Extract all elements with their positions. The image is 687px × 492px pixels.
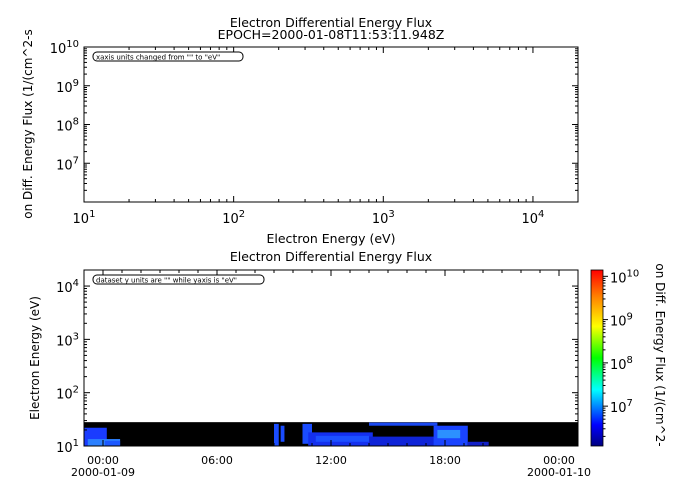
top-y-tick-label: 1010 [50,39,79,57]
colorbar-tick-label: 108 [610,355,633,373]
spectrogram-cell [369,422,438,426]
top-x-tick-label: 104 [521,209,544,227]
bottom-y-tick-label: 103 [56,331,79,349]
top-y-axis: 107 108 109 1010 [50,39,578,203]
bottom-x-tick-label: 00:00 [87,454,119,467]
colorbar-tick-label: 109 [610,312,633,330]
bottom-y-tick-label: 104 [56,278,79,296]
top-x-tick-label: 102 [222,209,245,227]
top-panel-title: Electron Differential Energy Flux [230,15,432,30]
spectrogram-cell [437,429,461,439]
top-x-axis: 101 102 103 104 [73,47,579,227]
colorbar-axis: 107 108 109 1010 [603,268,639,437]
bottom-y-tick-label: 102 [56,385,79,403]
top-annotation: xaxis units changed from "" to "eV" [92,51,244,62]
top-annotation-box [92,51,244,62]
top-x-tick-label: 103 [372,209,395,227]
spectrogram-cell [274,423,279,446]
top-annotation-text: xaxis units changed from "" to "eV" [96,54,220,62]
top-x-axis-label: Electron Energy (eV) [267,231,396,246]
bottom-x-tick-label: 06:00 [201,454,233,467]
spectrogram-cell [467,441,489,446]
bottom-y-axis-label: Electron Energy (eV) [28,296,42,420]
spectrogram-cell [315,435,369,442]
spectrogram-cell [87,439,121,446]
colorbar [590,269,604,447]
top-y-tick-label: 108 [56,117,79,135]
top-x-tick-label: 101 [73,209,96,227]
colorbar-tick-label: 107 [610,398,633,416]
bottom-x-tick-date: 2000-01-10 [527,466,591,479]
bottom-y-axis: 101 102 103 104 [56,269,578,456]
spectrogram-cell [104,440,121,446]
top-y-axis-label: on Diff. Energy Flux (1/(cm^2-s [21,29,35,218]
bottom-x-tick-label: 00:00 [543,454,575,467]
colorbar-tick-label: 1010 [610,268,639,286]
spectrogram-cell [369,436,436,446]
bottom-plot-frame [84,270,578,446]
bottom-annotation-text: dataset y units are "" while yaxis is "e… [96,277,237,285]
spectrogram-cell [280,425,285,442]
bottom-x-tick-label: 18:00 [429,454,461,467]
top-y-tick-label: 109 [56,78,79,96]
top-y-tick-label: 107 [56,155,79,173]
bottom-y-tick-label: 101 [56,438,79,456]
top-panel-subtitle: EPOCH=2000-01-08T11:53:11.948Z [218,27,445,42]
bottom-panel-title: Electron Differential Energy Flux [230,249,432,264]
bottom-annotation-box [92,274,265,285]
bottom-x-tick-date: 2000-01-09 [71,466,135,479]
spectrogram [84,422,578,446]
top-plot-frame [83,46,579,203]
spectrogram-cell [302,423,312,444]
bottom-annotation: dataset y units are "" while yaxis is "e… [92,274,265,285]
bottom-x-tick-label: 12:00 [315,454,347,467]
colorbar-label: on Diff. Energy Flux (1/(cm^2- [653,263,667,446]
